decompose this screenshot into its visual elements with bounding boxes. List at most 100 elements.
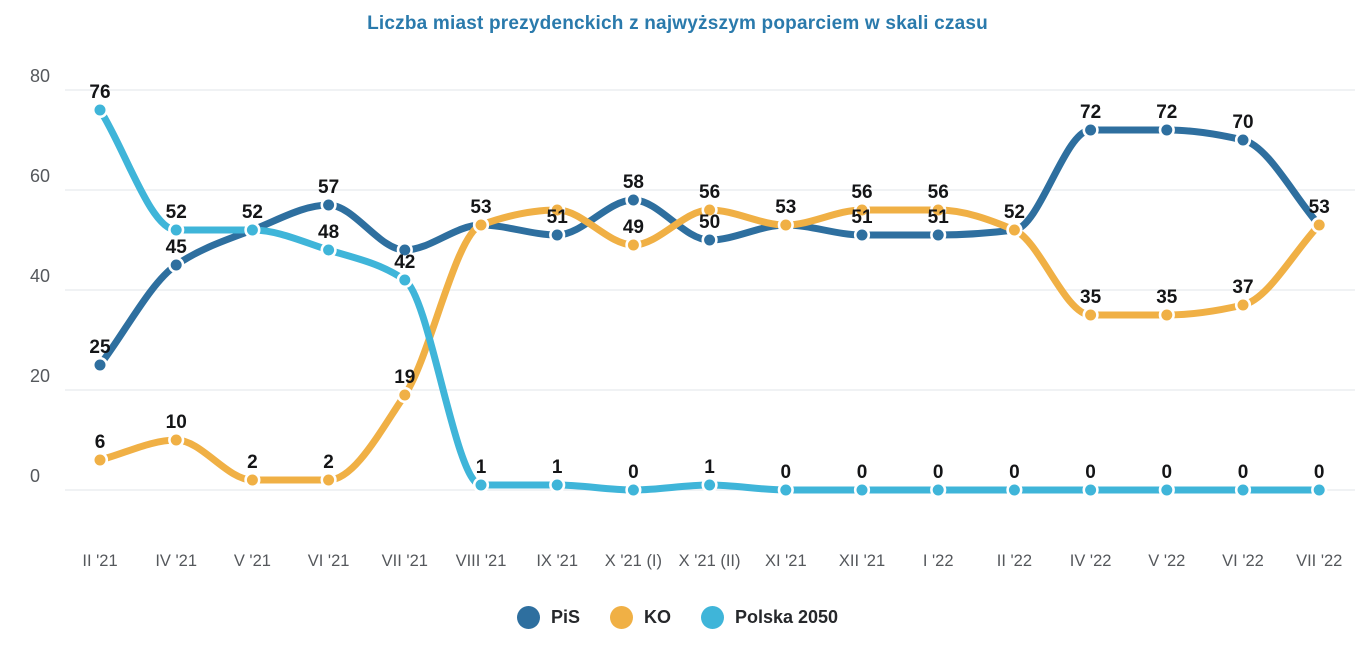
data-point-marker [91,451,109,469]
data-point-marker [701,231,718,249]
data-point-marker [625,481,642,499]
data-point-marker [930,226,947,244]
data-point-marker [168,256,185,274]
series-polska-2050 [91,101,1328,499]
data-point-label: 37 [1232,277,1253,298]
data-point-label: 76 [89,82,110,103]
data-point-marker [1234,481,1252,499]
data-point-label: 52 [1004,202,1025,223]
data-point-marker [1311,481,1328,499]
data-point-label: 57 [318,177,339,198]
data-point-marker [1006,481,1023,499]
data-point-marker [777,216,794,234]
data-point-marker [168,221,185,239]
data-point-marker [777,481,794,499]
x-axis-label: II '22 [997,552,1032,570]
x-axis-label: VI '21 [308,552,350,570]
data-point-marker [549,201,566,219]
data-point-marker [396,241,413,259]
legend-label-ko: KO [643,607,671,627]
series-line-ko [96,206,1323,484]
data-point-marker [1082,481,1099,499]
data-point-label: 0 [1314,462,1325,483]
legend-label-pis: PiS [550,607,580,627]
data-point-label: 10 [166,412,187,433]
data-point-marker [91,356,109,374]
y-tick-label: 60 [30,166,50,186]
data-point-marker [853,201,871,219]
data-point-marker [701,201,718,219]
data-point-label: 56 [851,182,872,203]
y-tick-label: 40 [30,266,50,286]
data-point-marker [701,476,718,494]
x-axis-label: I '22 [923,552,954,570]
data-point-marker [244,221,261,239]
data-point-label: 0 [1085,462,1096,483]
x-axis-label: X '21 (I) [605,552,662,570]
x-axis-label: IV '21 [155,552,197,570]
data-point-marker [472,476,490,494]
data-point-label: 35 [1080,287,1102,308]
data-point-label: 52 [166,202,187,223]
data-point-marker [1158,121,1175,139]
data-point-label: 49 [623,217,644,238]
y-tick-label: 0 [30,466,40,486]
data-point-marker [320,241,337,259]
data-point-marker [1082,121,1099,139]
data-point-label: 58 [623,172,644,193]
data-point-label: 42 [394,252,415,273]
data-point-label: 56 [699,182,720,203]
legend-dot-pis [516,606,540,629]
x-axis-label: VI '22 [1222,552,1264,570]
data-point-label: 19 [394,367,415,388]
chart-title: Liczba miast prezydenckich z najwyższym … [367,13,988,34]
series-line-polska-2050 [96,106,1323,494]
data-point-marker [625,236,642,254]
data-point-marker [396,271,413,289]
data-point-marker [930,481,947,499]
x-axis-label: VII '22 [1296,552,1342,570]
x-axis-label: XII '21 [839,552,885,570]
data-point-label: 1 [476,457,487,478]
data-point-label: 53 [775,197,796,218]
data-point-label: 25 [89,337,111,358]
data-point-marker [1311,216,1328,234]
chart-legend: PiS KO Polska 2050 [0,606,1355,629]
data-point-marker [1158,481,1175,499]
data-point-marker [625,191,642,209]
data-point-marker [1006,221,1023,239]
x-axis-label: VIII '21 [456,552,507,570]
data-point-label: 56 [928,182,949,203]
x-axis-label: VII '21 [382,552,428,570]
data-point-label: 72 [1080,102,1101,123]
data-point-label: 1 [552,457,563,478]
x-axis-label: V '22 [1148,552,1185,570]
data-point-label: 35 [1156,287,1178,308]
data-point-label: 51 [928,207,950,228]
data-point-marker [320,471,337,489]
data-point-marker [244,471,261,489]
data-point-marker [168,431,185,449]
data-point-marker [549,476,566,494]
data-point-label: 6 [95,432,106,453]
legend-item-polska-2050: Polska 2050 [700,606,838,629]
x-axis-label: X '21 (II) [679,552,741,570]
data-point-marker [472,216,490,234]
legend-dot-ko [609,606,633,629]
data-point-marker [1158,306,1175,324]
data-point-label: 1 [704,457,715,478]
y-tick-label: 20 [30,366,50,386]
data-point-label: 0 [1162,462,1173,483]
x-axis: II '21 IV '21 V '21 VI '21 VII '21 VIII '21 IX… [82,552,1342,570]
data-point-marker [396,386,413,404]
data-point-label: 51 [851,207,873,228]
data-point-label: 0 [781,462,792,483]
data-point-marker [930,201,947,219]
data-point-label: 53 [1309,197,1330,218]
x-axis-label: V '21 [234,552,271,570]
data-point-label: 0 [857,462,868,483]
data-point-label: 0 [628,462,639,483]
series-labels-pis: 25 45 57 51 58 50 51 51 72 72 70 [89,102,1253,358]
